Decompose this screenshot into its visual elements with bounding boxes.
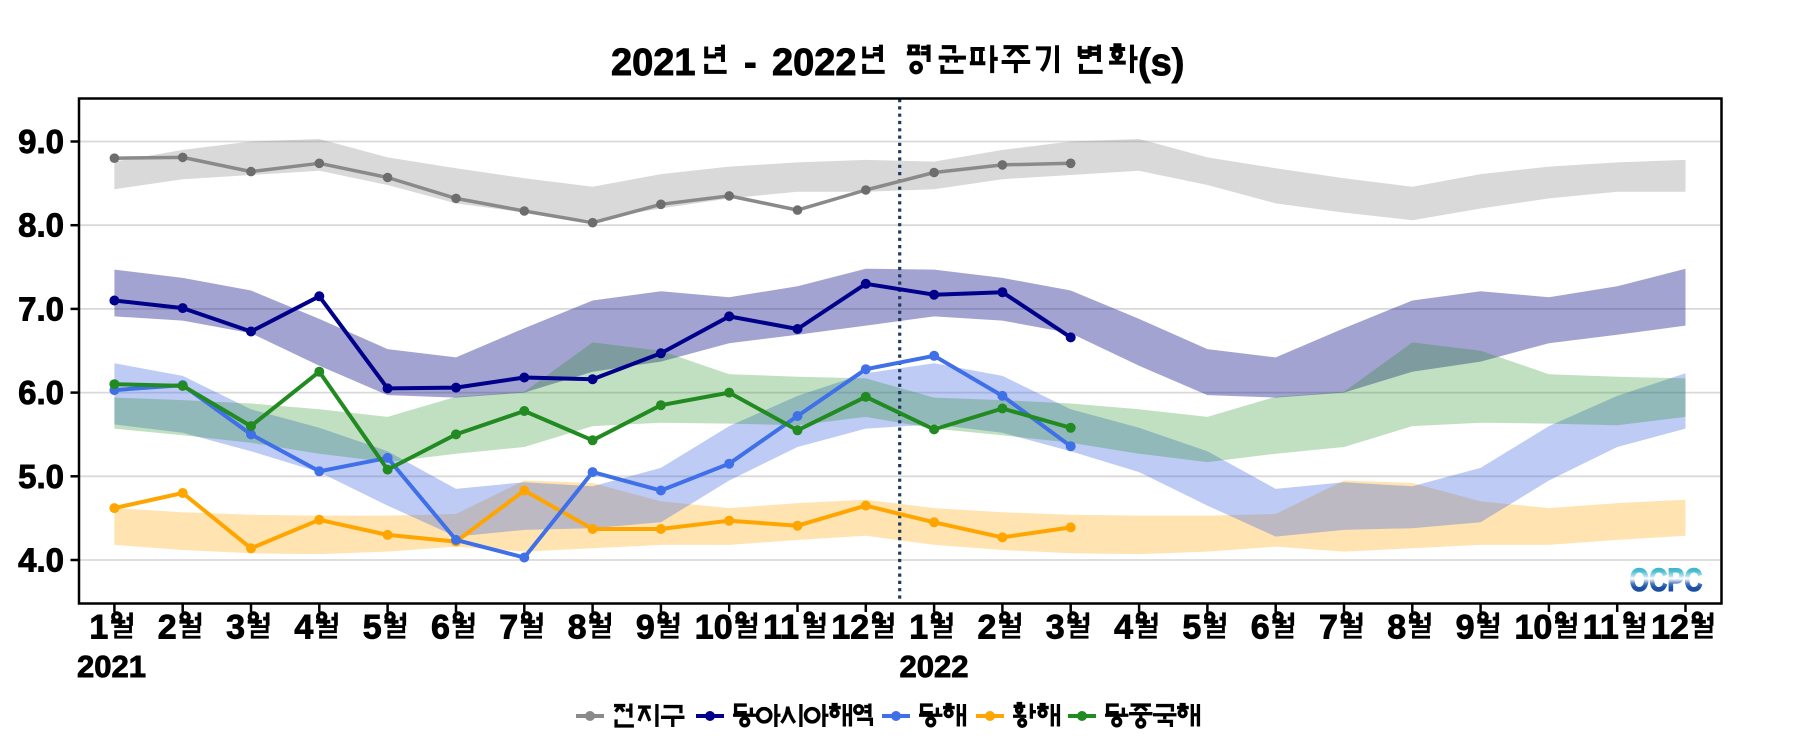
svg-text:7: 7 xyxy=(499,609,518,647)
svg-text:10: 10 xyxy=(1515,609,1553,647)
svg-text:2022: 2022 xyxy=(772,42,857,84)
svg-text:8: 8 xyxy=(1387,609,1406,647)
svg-text:5.0: 5.0 xyxy=(18,458,64,495)
svg-text:4: 4 xyxy=(1114,609,1133,647)
svg-text:8: 8 xyxy=(568,609,587,647)
svg-text:2: 2 xyxy=(158,609,177,647)
svg-text:5: 5 xyxy=(1182,609,1201,647)
svg-text:7.0: 7.0 xyxy=(18,290,64,327)
svg-text:9: 9 xyxy=(1456,609,1475,647)
svg-text:4: 4 xyxy=(294,609,313,647)
svg-text:7: 7 xyxy=(1319,609,1338,647)
svg-text:12: 12 xyxy=(1651,609,1689,647)
svg-text:2: 2 xyxy=(978,609,997,647)
svg-text:11: 11 xyxy=(1583,609,1619,647)
svg-text:10: 10 xyxy=(695,609,733,647)
svg-text:2021: 2021 xyxy=(77,649,146,684)
svg-text:6: 6 xyxy=(431,609,450,647)
svg-text:12: 12 xyxy=(831,609,869,647)
svg-text:1: 1 xyxy=(89,609,108,647)
svg-text:(s): (s) xyxy=(1138,42,1184,84)
svg-text:8.0: 8.0 xyxy=(18,207,64,244)
svg-text:3: 3 xyxy=(1046,609,1065,647)
svg-text:1: 1 xyxy=(909,609,928,647)
svg-text:6.0: 6.0 xyxy=(18,374,64,411)
svg-text:5: 5 xyxy=(363,609,382,647)
svg-text:9: 9 xyxy=(636,609,655,647)
svg-text:6: 6 xyxy=(1251,609,1270,647)
svg-text:9.0: 9.0 xyxy=(18,123,64,160)
svg-text:-: - xyxy=(744,42,757,84)
svg-text:OCPC: OCPC xyxy=(1630,562,1703,598)
svg-text:4.0: 4.0 xyxy=(18,542,64,579)
svg-text:11: 11 xyxy=(763,609,799,647)
svg-text:2022: 2022 xyxy=(900,649,969,684)
svg-text:2021: 2021 xyxy=(611,42,696,84)
svg-text:3: 3 xyxy=(226,609,245,647)
